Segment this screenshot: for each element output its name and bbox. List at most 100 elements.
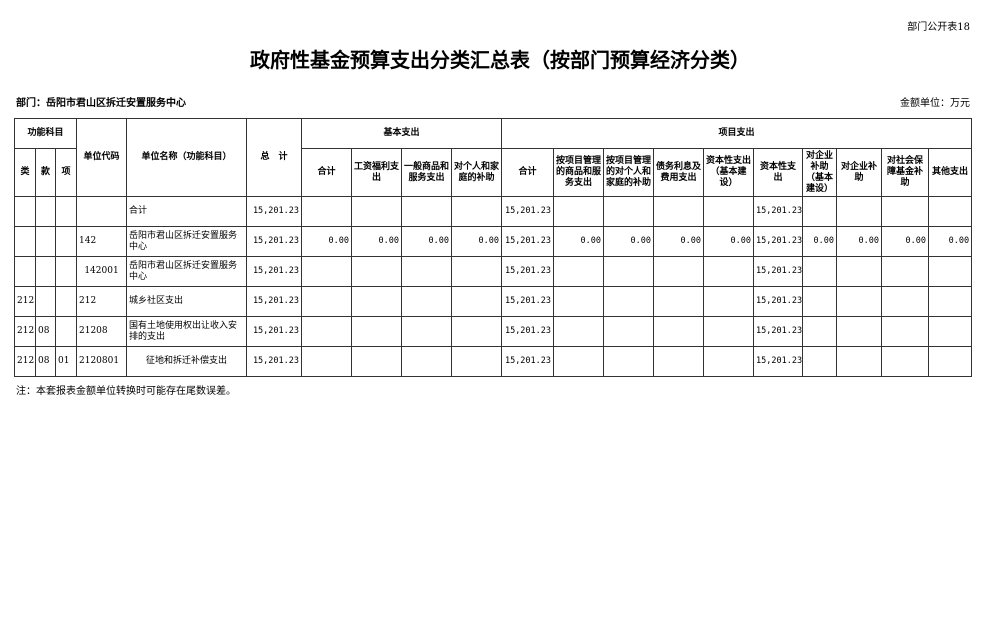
- header-unit-name: 单位名称（功能科目）: [126, 118, 247, 197]
- cell-project: 15,201.23: [753, 346, 804, 377]
- cell-project: [881, 256, 930, 287]
- header-basic-col: 一般商品和服务支出: [401, 148, 452, 197]
- header-basic-col: 合计: [301, 148, 352, 197]
- cell-basic: 0.00: [401, 226, 452, 257]
- cell-basic: [351, 196, 402, 227]
- header-kuan: 款: [35, 148, 56, 197]
- cell-xiang: 01: [55, 346, 77, 377]
- cell-basic: [401, 256, 452, 287]
- cell-code: 21208: [76, 316, 127, 347]
- cell-xiang: [55, 196, 77, 227]
- cell-xiang: [55, 316, 77, 347]
- header-project-col: 资本性支出（基本建设）: [703, 148, 755, 197]
- cell-lei: [14, 226, 36, 257]
- report-number: 部门公开表18: [907, 22, 970, 33]
- cell-kuan: [35, 286, 56, 317]
- cell-project: 0.00: [653, 226, 705, 257]
- cell-project: 15,201.23: [501, 256, 555, 287]
- cell-project: 15,201.23: [501, 196, 555, 227]
- budget-table: 功能科目 单位代码 单位名称（功能科目） 总 计 基本支出 项目支出 类 款 项…: [14, 118, 973, 377]
- cell-project: [802, 316, 838, 347]
- cell-total: 15,201.23: [246, 286, 302, 317]
- cell-basic: [450, 196, 503, 227]
- cell-basic: [450, 316, 503, 347]
- cell-project: [881, 346, 930, 377]
- cell-project: [603, 196, 655, 227]
- cell-project: [881, 286, 930, 317]
- cell-project: [603, 256, 655, 287]
- cell-lei: [14, 256, 36, 287]
- cell-project: 15,201.23: [501, 346, 555, 377]
- table-row: 212 08 21208 国有土地使用权出让收入安排的支出 15,201.23 15,20…: [14, 316, 973, 347]
- cell-project: 15,201.23: [753, 226, 804, 257]
- header-project-col: 其他支出: [928, 148, 973, 197]
- cell-basic: 0.00: [450, 226, 503, 257]
- header-project-col: 资本性支出: [753, 148, 804, 197]
- cell-kuan: 08: [35, 346, 56, 377]
- cell-name: 城乡社区支出: [126, 286, 247, 317]
- unit-label: 金额单位：万元: [900, 98, 970, 109]
- table-row: 212 212 城乡社区支出 15,201.23 15,201.23 15,201.23: [14, 286, 973, 317]
- cell-project: [653, 196, 705, 227]
- cell-basic: [301, 256, 352, 287]
- table-row: 212 08 01 2120801 征地和拆迁补偿支出 15,201.23 15,201.2…: [14, 346, 973, 377]
- cell-basic: [301, 196, 352, 227]
- cell-project: [553, 256, 605, 287]
- cell-project: [603, 286, 655, 317]
- cell-project: 15,201.23: [501, 286, 555, 317]
- cell-total: 15,201.23: [246, 346, 302, 377]
- cell-basic: 0.00: [301, 226, 352, 257]
- header-xiang: 项: [55, 148, 77, 197]
- header-func-subject: 功能科目: [14, 118, 77, 149]
- cell-project: [836, 196, 883, 227]
- cell-code: [76, 196, 127, 227]
- cell-project: [603, 346, 655, 377]
- cell-project: [881, 316, 930, 347]
- cell-project: [928, 256, 973, 287]
- cell-code: 212: [76, 286, 127, 317]
- cell-basic: [301, 346, 352, 377]
- cell-project: 15,201.23: [501, 226, 555, 257]
- cell-code: 142001: [76, 256, 127, 287]
- cell-code: 2120801: [76, 346, 127, 377]
- cell-project: [802, 256, 838, 287]
- cell-basic: [450, 286, 503, 317]
- header-basic: 基本支出: [300, 118, 503, 149]
- cell-project: 0.00: [703, 226, 755, 257]
- header-project-col: 按项目管理的对个人和家庭的补助: [603, 148, 655, 197]
- cell-project: [928, 286, 973, 317]
- cell-kuan: [35, 196, 56, 227]
- cell-name: 合计: [126, 196, 247, 227]
- cell-code: 142: [76, 226, 127, 257]
- header-basic-col: 对个人和家庭的补助: [450, 148, 503, 197]
- cell-project: [928, 196, 973, 227]
- cell-kuan: [35, 226, 56, 257]
- header-project-col: 对企业补助（基本建设）: [802, 148, 838, 197]
- cell-project: [653, 316, 705, 347]
- cell-project: [703, 256, 755, 287]
- page-title: 政府性基金预算支出分类汇总表（按部门预算经济分类）: [250, 48, 750, 72]
- cell-basic: [401, 286, 452, 317]
- footnote: 注：本套报表金额单位转换时可能存在尾数误差。: [16, 386, 236, 397]
- cell-project: [603, 316, 655, 347]
- cell-basic: [401, 346, 452, 377]
- header-project-col: 合计: [501, 148, 555, 197]
- cell-project: [836, 256, 883, 287]
- cell-xiang: [55, 286, 77, 317]
- header-total: 总 计: [246, 118, 302, 197]
- cell-project: [553, 346, 605, 377]
- cell-basic: [351, 286, 402, 317]
- cell-project: 0.00: [928, 226, 973, 257]
- cell-basic: [450, 346, 503, 377]
- cell-project: [653, 346, 705, 377]
- cell-project: [881, 196, 930, 227]
- cell-basic: [450, 256, 503, 287]
- cell-project: 0.00: [881, 226, 930, 257]
- cell-lei: 212: [14, 286, 36, 317]
- cell-lei: 212: [14, 316, 36, 347]
- cell-project: [653, 256, 705, 287]
- header-project-col: 对社会保障基金补助: [881, 148, 930, 197]
- cell-project: [703, 346, 755, 377]
- header-lei: 类: [14, 148, 36, 197]
- cell-project: 15,201.23: [753, 286, 804, 317]
